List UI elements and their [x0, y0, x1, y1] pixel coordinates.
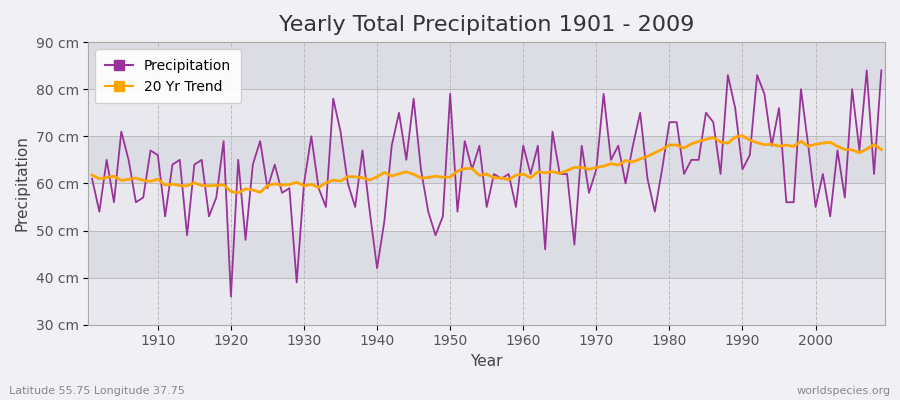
Y-axis label: Precipitation: Precipitation: [15, 136, 30, 231]
Text: worldspecies.org: worldspecies.org: [796, 386, 891, 396]
Bar: [88, 184, 885, 230]
X-axis label: Year: Year: [471, 354, 503, 369]
Bar: [88, 89, 885, 136]
Legend: Precipitation, 20 Yr Trend: Precipitation, 20 Yr Trend: [95, 49, 241, 104]
Bar: [88, 136, 885, 184]
Bar: [88, 230, 885, 278]
Bar: [88, 278, 885, 325]
Text: Latitude 55.75 Longitude 37.75: Latitude 55.75 Longitude 37.75: [9, 386, 184, 396]
Bar: [88, 42, 885, 89]
Title: Yearly Total Precipitation 1901 - 2009: Yearly Total Precipitation 1901 - 2009: [279, 15, 695, 35]
